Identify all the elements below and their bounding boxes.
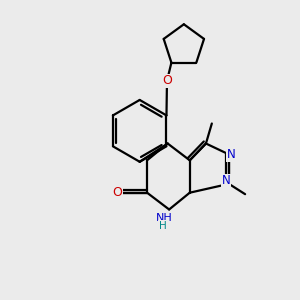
Text: O: O: [162, 74, 172, 87]
Text: O: O: [112, 186, 122, 199]
Text: H: H: [159, 221, 167, 231]
Text: NH: NH: [155, 213, 172, 223]
Text: N: N: [227, 148, 236, 161]
Text: N: N: [222, 174, 230, 188]
